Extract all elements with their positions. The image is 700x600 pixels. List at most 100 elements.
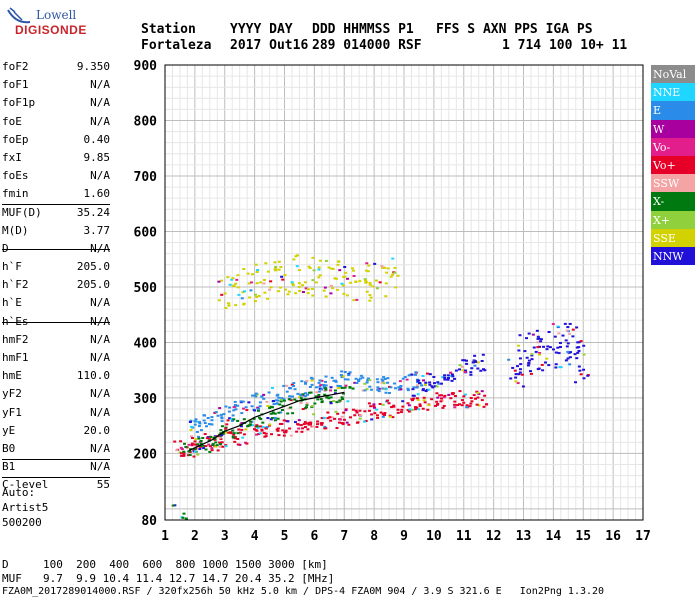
echo-point <box>358 409 362 412</box>
echo-point <box>372 405 376 408</box>
echo-point <box>217 280 221 283</box>
echo-point <box>374 279 378 282</box>
echo-point <box>227 304 231 307</box>
echo-point <box>324 295 328 298</box>
echo-point <box>317 381 321 384</box>
param-row: D N/A <box>2 240 110 258</box>
echo-point <box>241 291 245 294</box>
echo-point <box>213 438 217 441</box>
echo-point <box>219 437 223 440</box>
echo-point <box>317 276 321 279</box>
echo-point <box>258 425 262 428</box>
echo-point <box>356 379 360 382</box>
echo-point <box>566 350 570 353</box>
x-tick-label: 4 <box>251 529 259 544</box>
echo-point <box>343 371 347 374</box>
echo-point <box>236 419 240 422</box>
echo-point <box>184 445 188 448</box>
header-value-date: 2017 Out16 <box>230 38 309 53</box>
echo-point <box>207 443 211 446</box>
echo-point <box>270 386 274 389</box>
echo-point <box>288 427 292 430</box>
echo-point <box>381 403 385 406</box>
echo-point <box>214 445 218 448</box>
echo-point <box>327 266 331 269</box>
echo-point <box>340 396 344 399</box>
echo-point <box>323 393 327 396</box>
echo-point <box>233 436 237 439</box>
echo-point <box>221 432 225 435</box>
echo-point <box>273 416 277 419</box>
echo-point <box>318 385 322 388</box>
echo-point <box>255 424 259 427</box>
footer-muf-label: MUF <box>2 572 22 585</box>
echo-point <box>306 288 310 291</box>
echo-point <box>336 412 340 415</box>
echo-point <box>461 369 465 372</box>
echo-point <box>247 282 251 285</box>
echo-point <box>527 332 531 335</box>
echo-point <box>188 454 192 457</box>
echo-point <box>292 382 296 385</box>
echo-point <box>240 422 244 425</box>
echo-point <box>266 404 270 407</box>
echo-point <box>324 388 328 391</box>
echo-point <box>250 405 254 408</box>
echo-point <box>303 407 307 410</box>
hf-fit-line <box>188 391 345 452</box>
echo-point <box>509 377 513 380</box>
echo-point <box>300 394 304 397</box>
echo-point <box>308 385 312 388</box>
echo-point <box>304 381 308 384</box>
echo-point <box>582 377 586 380</box>
param-name: yF2 <box>2 387 22 401</box>
echo-point <box>281 278 285 281</box>
echo-point <box>233 403 237 406</box>
echo-point <box>255 282 259 285</box>
echo-point <box>458 403 462 406</box>
param-name: MUF(D) <box>2 205 42 219</box>
echo-point <box>468 405 472 408</box>
echo-point <box>407 374 411 377</box>
echo-point <box>465 404 469 407</box>
echo-point <box>281 404 285 407</box>
echo-point <box>529 370 533 373</box>
echo-point <box>460 399 464 402</box>
echo-point <box>417 382 421 385</box>
echo-point <box>276 429 280 432</box>
echo-point <box>544 361 548 364</box>
param-value: N/A <box>90 241 110 255</box>
echo-point <box>351 387 355 390</box>
x-tick-label: 10 <box>426 529 442 544</box>
echo-point <box>299 397 303 400</box>
param-value: N/A <box>90 405 110 419</box>
echo-point <box>453 377 457 380</box>
param-value: 110.0 <box>76 369 110 383</box>
echo-point <box>534 350 538 353</box>
echo-point <box>197 421 201 424</box>
echo-point <box>566 326 570 329</box>
chart-marks <box>171 254 590 520</box>
echo-point <box>265 400 269 403</box>
echo-point <box>330 267 334 270</box>
echo-point <box>415 397 419 400</box>
echo-point <box>266 297 270 300</box>
x-tick-label: 13 <box>516 529 532 544</box>
echo-point <box>282 384 286 387</box>
echo-point <box>343 275 347 278</box>
echo-point <box>272 403 276 406</box>
echo-point <box>249 281 253 284</box>
echo-point <box>340 282 344 285</box>
echo-point <box>256 426 260 429</box>
echo-point <box>482 405 486 408</box>
echo-point <box>188 421 192 424</box>
echo-point <box>476 361 480 364</box>
param-value: N/A <box>90 96 110 110</box>
echo-point <box>311 294 315 297</box>
echo-point <box>460 365 464 368</box>
echo-point <box>363 410 367 413</box>
echo-point <box>365 381 369 384</box>
echo-point <box>568 356 572 359</box>
param-name: hmF1 <box>2 351 29 364</box>
echo-point <box>557 352 561 355</box>
